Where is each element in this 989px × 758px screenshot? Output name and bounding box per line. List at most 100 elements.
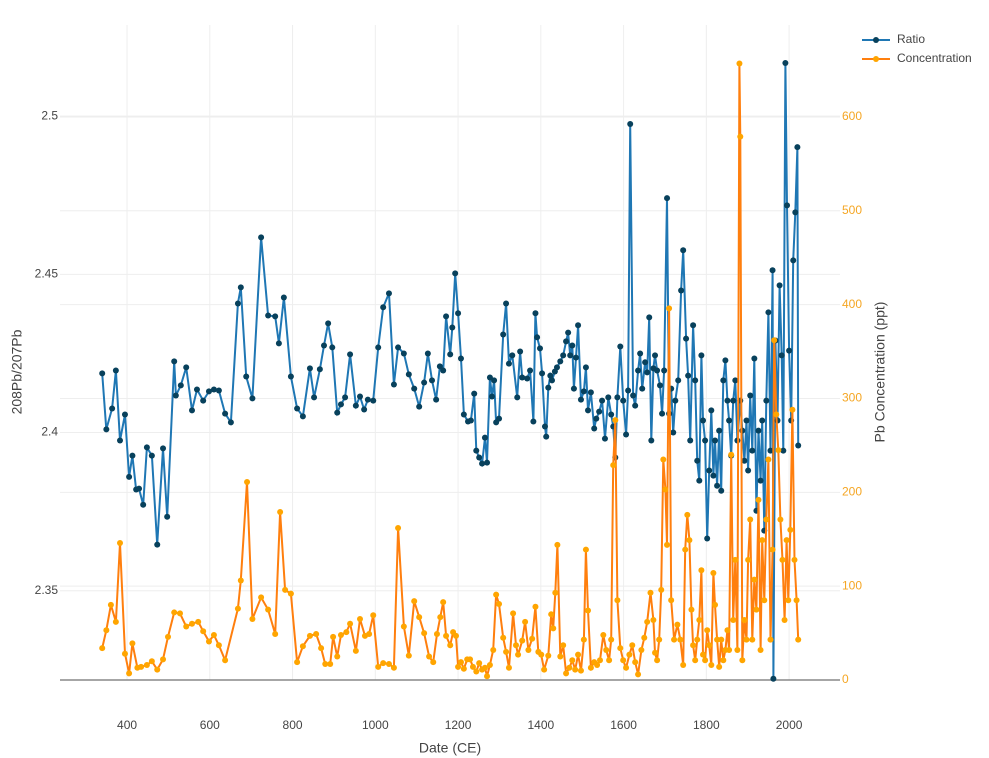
data-point bbox=[503, 300, 510, 307]
y2-tick-label: 300 bbox=[842, 391, 862, 405]
data-point bbox=[390, 664, 397, 671]
data-point bbox=[778, 352, 785, 359]
data-point bbox=[700, 651, 707, 658]
data-point bbox=[678, 287, 685, 294]
data-point bbox=[696, 616, 703, 623]
data-point bbox=[792, 209, 799, 216]
data-point bbox=[467, 656, 474, 663]
data-point bbox=[690, 642, 697, 649]
data-point bbox=[121, 411, 128, 418]
data-point bbox=[510, 610, 517, 617]
data-point bbox=[773, 411, 780, 418]
data-point bbox=[299, 413, 306, 420]
data-point bbox=[763, 516, 770, 523]
data-point bbox=[117, 437, 123, 444]
data-point bbox=[493, 591, 500, 598]
data-point bbox=[795, 636, 802, 643]
data-point bbox=[783, 537, 790, 544]
data-point bbox=[244, 478, 251, 485]
data-point bbox=[629, 642, 636, 649]
data-point bbox=[554, 541, 561, 548]
data-point bbox=[563, 670, 570, 677]
data-point bbox=[623, 431, 630, 438]
data-point bbox=[527, 367, 534, 374]
data-point bbox=[587, 389, 594, 396]
data-point bbox=[612, 417, 619, 424]
x-tick-label: 400 bbox=[117, 718, 137, 732]
data-point bbox=[776, 282, 783, 289]
data-point bbox=[786, 347, 793, 354]
data-point bbox=[690, 322, 697, 329]
data-point bbox=[129, 452, 136, 459]
data-point bbox=[765, 309, 772, 316]
data-point bbox=[718, 636, 725, 643]
data-point bbox=[479, 460, 486, 467]
data-point bbox=[249, 616, 256, 623]
data-point bbox=[103, 627, 110, 634]
data-point bbox=[136, 485, 143, 492]
data-point bbox=[548, 611, 555, 618]
legend-marker bbox=[873, 56, 879, 62]
data-point bbox=[357, 616, 363, 623]
data-point bbox=[424, 350, 431, 357]
y2-tick-label: 0 bbox=[842, 672, 849, 686]
data-point bbox=[614, 597, 621, 604]
data-point bbox=[469, 663, 476, 670]
data-point bbox=[539, 370, 546, 377]
data-point bbox=[322, 661, 329, 668]
data-point bbox=[577, 396, 584, 403]
data-point bbox=[530, 418, 537, 425]
data-point bbox=[557, 358, 564, 365]
data-point bbox=[781, 616, 788, 623]
data-point bbox=[680, 661, 687, 668]
data-point bbox=[143, 661, 150, 668]
data-point bbox=[724, 397, 731, 404]
data-point bbox=[457, 659, 464, 666]
data-point bbox=[321, 342, 327, 349]
data-point bbox=[183, 364, 190, 371]
data-point bbox=[352, 647, 359, 654]
data-point bbox=[395, 524, 402, 531]
data-point bbox=[591, 425, 598, 432]
data-point bbox=[659, 410, 666, 417]
data-point bbox=[672, 397, 679, 404]
data-point bbox=[708, 407, 715, 414]
y2-tick-label: 400 bbox=[842, 297, 862, 311]
data-point bbox=[234, 300, 241, 307]
data-point bbox=[641, 634, 648, 641]
data-point bbox=[757, 477, 764, 484]
data-point bbox=[696, 477, 703, 484]
data-point bbox=[138, 663, 145, 670]
data-point bbox=[702, 437, 709, 444]
data-point bbox=[473, 447, 480, 454]
data-point bbox=[635, 671, 642, 678]
data-point bbox=[400, 350, 407, 357]
data-point bbox=[575, 322, 582, 329]
data-point bbox=[753, 606, 760, 613]
data-point bbox=[447, 351, 454, 358]
data-point bbox=[743, 636, 750, 643]
data-point bbox=[329, 344, 336, 351]
data-point bbox=[505, 664, 512, 671]
data-point bbox=[674, 621, 681, 628]
data-point bbox=[484, 459, 491, 466]
data-point bbox=[299, 643, 306, 650]
data-point bbox=[547, 372, 554, 379]
legend: Ratio Concentration bbox=[862, 32, 972, 65]
data-point bbox=[637, 350, 644, 357]
data-point bbox=[720, 377, 727, 384]
data-point bbox=[476, 660, 483, 667]
data-point bbox=[517, 348, 524, 355]
data-point bbox=[664, 195, 671, 202]
data-point bbox=[749, 447, 756, 454]
data-point bbox=[447, 642, 454, 649]
data-point bbox=[509, 352, 516, 359]
data-point bbox=[524, 375, 531, 382]
data-point bbox=[541, 666, 548, 673]
data-point bbox=[777, 516, 784, 523]
data-point bbox=[280, 294, 287, 301]
data-point bbox=[585, 607, 591, 614]
data-point bbox=[572, 666, 579, 673]
x-tick-label: 1800 bbox=[693, 718, 720, 732]
data-point bbox=[112, 618, 119, 625]
